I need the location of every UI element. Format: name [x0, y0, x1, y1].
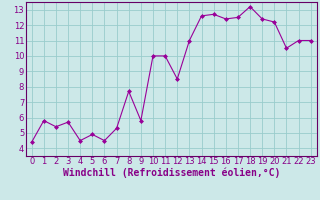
X-axis label: Windchill (Refroidissement éolien,°C): Windchill (Refroidissement éolien,°C)	[62, 168, 280, 178]
